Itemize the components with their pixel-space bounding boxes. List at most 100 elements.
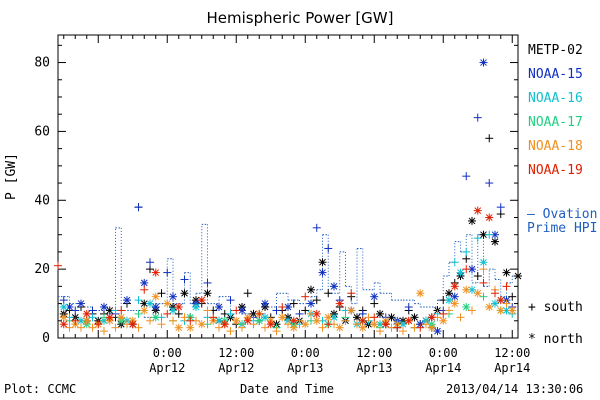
chart-title: Hemispheric Power [GW] (206, 9, 394, 27)
data-point-metp-02 (243, 289, 252, 298)
data-point-noaa-18 (462, 285, 471, 294)
x-tick-label-date: Apr13 (287, 361, 323, 375)
data-point-noaa-16 (456, 268, 465, 277)
data-point-noaa-16 (88, 313, 97, 322)
data-point-noaa-15 (404, 303, 413, 312)
data-point-metp-02 (146, 265, 154, 274)
data-point-noaa-16 (462, 247, 471, 256)
data-point-noaa-19 (479, 278, 488, 287)
data-point-noaa-19 (94, 320, 103, 329)
data-point-noaa-18 (163, 299, 172, 308)
data-point-noaa-18 (117, 313, 126, 322)
data-point-noaa-18 (422, 320, 430, 329)
x-tick-label-time: 0:00 (291, 346, 320, 360)
x-tick-label-date: Apr14 (425, 361, 461, 375)
plot-frame (57, 34, 519, 339)
data-point-noaa-18 (353, 320, 361, 329)
data-point-noaa-15 (450, 292, 459, 301)
data-point-noaa-15 (485, 179, 494, 188)
data-point-noaa-15 (71, 306, 80, 315)
data-point-noaa-19 (439, 309, 448, 318)
data-point-noaa-15 (272, 306, 281, 315)
data-point-noaa-18 (416, 289, 425, 298)
data-point-noaa-18 (312, 316, 321, 325)
data-point-noaa-18 (111, 323, 120, 332)
data-point-noaa-18 (427, 323, 436, 332)
data-point-metp-02 (353, 313, 361, 322)
data-point-noaa-19 (335, 299, 344, 308)
data-point-noaa-18 (59, 313, 68, 322)
data-point-noaa-15 (77, 299, 85, 308)
y-tick-label: 0 (42, 331, 50, 346)
data-point-metp-02 (307, 285, 315, 294)
data-point-noaa-19 (496, 296, 505, 305)
data-point-noaa-16 (491, 299, 499, 308)
data-point-noaa-19 (128, 320, 137, 329)
data-point-noaa-18 (134, 323, 143, 332)
data-point-noaa-18 (341, 316, 350, 325)
data-point-noaa-19 (416, 323, 425, 332)
data-point-noaa-15 (100, 303, 108, 312)
data-point-noaa-18 (439, 316, 448, 325)
data-point-noaa-18 (358, 323, 367, 332)
data-point-metp-02 (180, 289, 189, 298)
data-point-noaa-18 (485, 303, 494, 312)
data-point-noaa-19 (427, 313, 436, 322)
data-point-noaa-19 (502, 282, 511, 291)
data-point-noaa-18 (376, 327, 384, 336)
legend-item-noaa-15: NOAA-15 (528, 67, 583, 82)
data-point-noaa-17 (134, 309, 143, 318)
data-point-noaa-19 (71, 316, 80, 325)
data-point-noaa-15 (59, 296, 68, 305)
x-tick-label-date: Apr12 (149, 361, 185, 375)
data-point-noaa-18 (508, 306, 517, 315)
data-point-noaa-15 (134, 203, 143, 212)
data-point-noaa-17 (151, 313, 160, 322)
y-tick-label: 80 (34, 56, 50, 71)
data-point-metp-02 (508, 292, 517, 301)
data-point-noaa-15 (169, 292, 177, 301)
data-point-noaa-18 (100, 327, 108, 336)
data-point-noaa-15 (215, 303, 223, 312)
data-point-noaa-19 (473, 206, 482, 215)
data-point-noaa-19 (404, 316, 413, 325)
data-point-noaa-15 (146, 258, 154, 267)
x-axis-label: Date and Time (240, 382, 334, 396)
data-point-noaa-18 (456, 313, 465, 322)
data-point-noaa-18 (496, 306, 505, 315)
data-point-noaa-18 (197, 320, 206, 329)
data-point-noaa-16 (59, 303, 68, 312)
data-point-noaa-16 (485, 230, 494, 239)
data-point-noaa-19 (255, 309, 264, 318)
data-point-noaa-18 (272, 327, 281, 336)
data-point-noaa-15 (324, 244, 333, 253)
data-point-noaa-16 (226, 309, 235, 318)
x-tick-label-date: Apr14 (494, 361, 530, 375)
data-point-noaa-18 (169, 316, 177, 325)
data-point-metp-02 (370, 299, 379, 308)
data-point-metp-02 (485, 134, 494, 143)
data-point-noaa-19 (289, 316, 298, 325)
data-point-noaa-15 (151, 303, 160, 312)
data-point-metp-02 (318, 258, 327, 267)
data-point-noaa-18 (468, 306, 476, 315)
data-point-noaa-19 (243, 316, 252, 325)
data-point-noaa-18 (186, 323, 195, 332)
data-point-noaa-19 (324, 320, 333, 329)
x-tick-label-date: Apr12 (218, 361, 254, 375)
data-point-noaa-18 (232, 316, 241, 325)
data-point-noaa-16 (399, 320, 407, 329)
data-point-metp-02 (410, 313, 419, 322)
data-point-metp-02 (203, 289, 212, 298)
y-tick-label: 40 (34, 193, 50, 208)
data-point-noaa-18 (473, 289, 482, 298)
data-point-noaa-15 (261, 299, 269, 308)
data-point-noaa-15 (330, 282, 338, 291)
data-point-noaa-18 (180, 313, 189, 322)
data-point-noaa-19 (485, 213, 494, 222)
data-point-noaa-18 (399, 327, 407, 336)
data-point-noaa-15 (318, 268, 327, 277)
data-point-noaa-18 (324, 313, 333, 322)
data-point-noaa-19 (151, 268, 160, 277)
